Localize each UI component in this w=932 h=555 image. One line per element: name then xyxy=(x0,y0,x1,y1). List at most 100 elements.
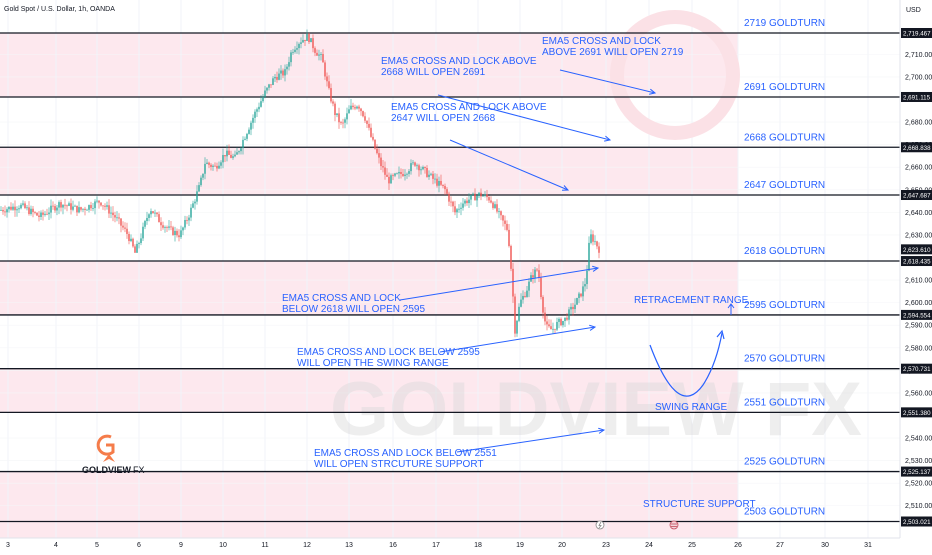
candle xyxy=(322,49,324,63)
time-tick-label: 10 xyxy=(219,542,227,549)
candle-body xyxy=(428,174,430,177)
candle-body xyxy=(236,152,238,155)
candle-body xyxy=(592,234,594,242)
candle-body xyxy=(252,117,254,123)
level-price-tag-bg xyxy=(901,516,932,527)
time-axis-panel[interactable] xyxy=(0,538,900,550)
candle xyxy=(258,102,260,113)
candle xyxy=(392,173,394,181)
time-tick-label: 19 xyxy=(516,542,524,549)
goldview-logo: GOLDVIEW FX xyxy=(82,434,145,475)
candle-body xyxy=(30,208,32,214)
candle-body xyxy=(548,324,550,327)
candle xyxy=(524,291,526,298)
candle xyxy=(390,173,392,184)
candle-body xyxy=(240,148,242,152)
candle xyxy=(468,193,470,209)
candle-body xyxy=(76,205,78,213)
candle-body xyxy=(422,166,424,170)
candle-body xyxy=(224,155,226,157)
candle-body xyxy=(64,204,66,206)
candle xyxy=(590,229,592,245)
candle xyxy=(58,200,60,215)
last-price-tag-bg xyxy=(901,244,932,255)
candle-body xyxy=(436,178,438,186)
candle-body xyxy=(568,309,570,320)
level-price-tag-text: 2,570.731 xyxy=(903,366,931,373)
candle xyxy=(488,195,490,203)
event-us-flag-icon[interactable] xyxy=(669,520,679,530)
candle xyxy=(352,102,354,110)
candle xyxy=(168,220,170,231)
candle-body xyxy=(336,113,338,116)
candle xyxy=(192,200,194,209)
candle-body xyxy=(338,113,340,123)
level-price-tag-text: 2,668.838 xyxy=(903,145,931,152)
candle xyxy=(154,209,156,217)
candle xyxy=(592,230,594,246)
candle xyxy=(84,206,86,216)
candle xyxy=(286,64,288,75)
candle-body xyxy=(114,215,116,218)
time-tick-label: 30 xyxy=(821,542,829,549)
candle xyxy=(448,191,450,206)
candle xyxy=(128,231,130,245)
candle-body xyxy=(218,165,220,169)
candle xyxy=(318,49,320,61)
candle-body xyxy=(288,62,290,67)
candle xyxy=(140,233,142,246)
candle-body xyxy=(188,217,190,221)
candle-body xyxy=(262,96,264,102)
annotation-line: 2668 WILL OPEN 2691 xyxy=(381,67,486,78)
candle-body xyxy=(472,193,474,195)
candle xyxy=(176,228,178,238)
candle xyxy=(232,153,234,160)
candle-body xyxy=(360,108,362,112)
candle xyxy=(334,101,336,122)
candle xyxy=(74,204,76,207)
candle-body xyxy=(452,201,454,207)
candle xyxy=(186,216,188,225)
price-tick-label: 2,610.000 xyxy=(905,278,932,285)
candle-body xyxy=(394,173,396,176)
candle-body xyxy=(350,105,352,110)
level-price-tag-bg xyxy=(901,142,932,153)
candle xyxy=(480,188,482,201)
price-axis-panel[interactable] xyxy=(900,0,932,550)
price-tick-label: 2,680.000 xyxy=(905,120,932,127)
candle xyxy=(328,75,330,90)
candle-body xyxy=(550,326,552,330)
candle-body xyxy=(382,166,384,168)
annotation-text: EMA5 CROSS AND LOCK ABOVE 2691 WILL OPEN … xyxy=(542,36,684,58)
candle-body xyxy=(448,193,450,202)
candle-body xyxy=(412,162,414,164)
candle-body xyxy=(574,304,576,310)
candle xyxy=(0,206,2,211)
candle-body xyxy=(402,173,404,176)
candle xyxy=(172,225,174,236)
watermark-text: GOLDVIEW FX xyxy=(330,367,862,452)
level-price-tag-text: 2,719.467 xyxy=(903,31,931,38)
candle-body xyxy=(60,202,62,208)
candle xyxy=(100,202,102,207)
candle-body xyxy=(130,238,132,242)
event-flash-icon[interactable] xyxy=(595,520,605,530)
level-price-tag-text: 2,503.021 xyxy=(903,519,931,526)
candle-body xyxy=(2,209,4,212)
candle xyxy=(394,172,396,178)
candle-body xyxy=(340,122,342,124)
candle-body xyxy=(516,320,518,334)
candle-body xyxy=(492,202,494,208)
time-tick-label: 6 xyxy=(137,542,141,549)
candle-body xyxy=(546,321,548,325)
candle xyxy=(302,34,304,43)
candle-body xyxy=(144,221,146,227)
candle-body xyxy=(414,162,416,166)
candle-body xyxy=(598,246,600,253)
candle xyxy=(336,113,338,118)
candle-body xyxy=(532,275,534,278)
candle-body xyxy=(82,208,84,210)
candle xyxy=(6,207,8,218)
